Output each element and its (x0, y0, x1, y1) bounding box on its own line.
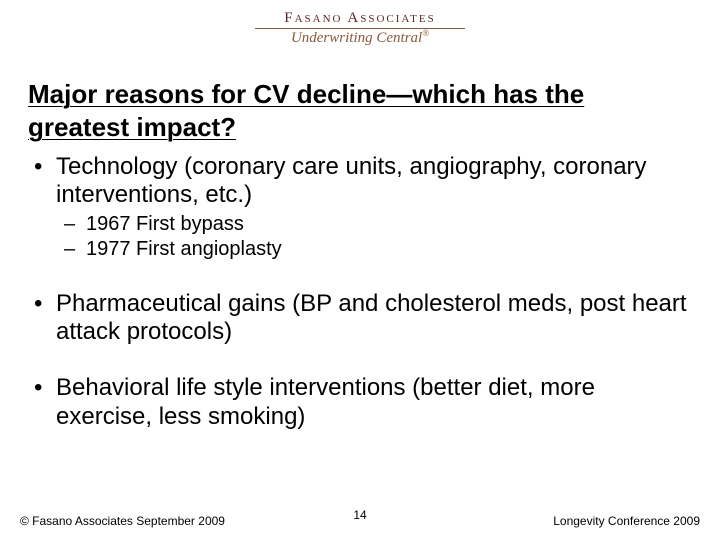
bullet-text: Technology (coronary care units, angiogr… (56, 153, 647, 208)
footer-page-number: 14 (353, 508, 366, 522)
bullet-item: Behavioral life style interventions (bet… (56, 374, 692, 431)
logo-tagline-text: Underwriting Central (291, 30, 422, 46)
logo: Fasano Associates Underwriting Central® (255, 10, 465, 47)
bullet-text: Pharmaceutical gains (BP and cholesterol… (56, 290, 687, 345)
bullet-item: Technology (coronary care units, angiogr… (56, 153, 692, 262)
sub-bullet-item: 1977 First angioplasty (86, 237, 692, 262)
footer-event: Longevity Conference 2009 (553, 514, 700, 528)
logo-company-name: Fasano Associates (255, 10, 465, 27)
logo-tagline: Underwriting Central® (255, 28, 465, 47)
bullet-list: Technology (coronary care units, angiogr… (28, 153, 692, 431)
slide-title: Major reasons for CV decline—which has t… (28, 78, 692, 143)
logo-registered-mark: ® (422, 28, 429, 38)
bullet-item: Pharmaceutical gains (BP and cholesterol… (56, 290, 692, 347)
sub-bullet-list: 1967 First bypass 1977 First angioplasty (56, 212, 692, 262)
footer-copyright: © Fasano Associates September 2009 (20, 514, 225, 528)
sub-bullet-item: 1967 First bypass (86, 212, 692, 237)
bullet-text: Behavioral life style interventions (bet… (56, 374, 595, 429)
slide-content: Major reasons for CV decline—which has t… (28, 78, 692, 459)
